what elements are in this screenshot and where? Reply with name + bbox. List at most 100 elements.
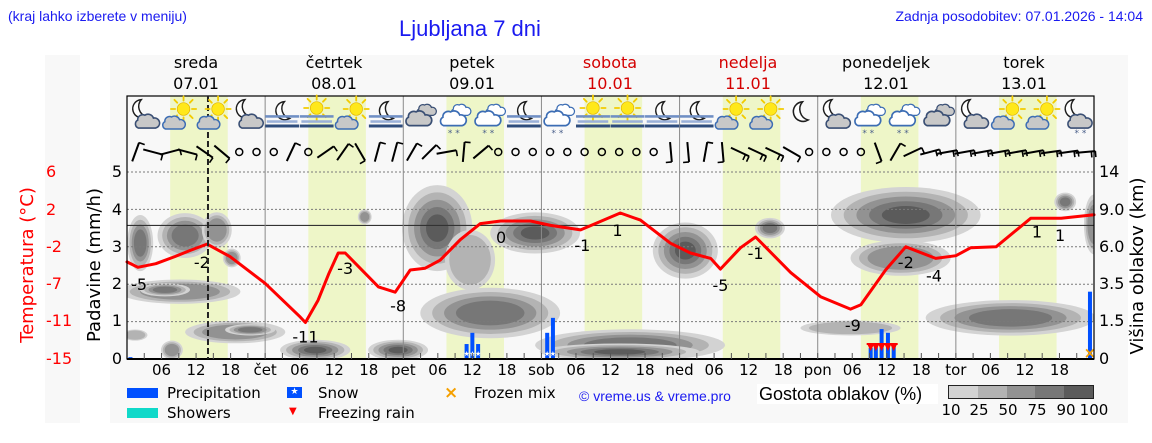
- snowflakes-icon: * *: [897, 129, 909, 139]
- wind-calm-icon: [632, 147, 641, 157]
- temperature-value-label: -2: [898, 253, 914, 272]
- wind-calm-icon: [252, 147, 261, 157]
- wind-calm-icon: [234, 147, 244, 157]
- legend-snow-label: Snow: [318, 384, 359, 402]
- temperature-tick: -2: [46, 237, 62, 256]
- wind-barb-icon: [765, 146, 785, 163]
- wind-calm-icon: [839, 147, 848, 157]
- temperature-value-label: -1: [574, 236, 590, 255]
- cloud-density-scale-label: 100: [1079, 401, 1109, 419]
- x-tick-label: pet: [390, 361, 416, 379]
- precipitation-bar: [470, 332, 475, 359]
- cloud-blob: [127, 330, 146, 340]
- wind-barb-icon: [373, 141, 386, 162]
- daylight-band: [584, 96, 643, 359]
- wind-barb-icon: [421, 144, 442, 160]
- cloud-snow-icon: * *: [543, 103, 576, 139]
- cloud-density-scale-label: 10: [941, 401, 961, 419]
- x-tick-label: 06: [566, 361, 586, 379]
- precipitation-bar: [464, 344, 469, 359]
- temperature-tick: -15: [46, 349, 73, 368]
- wind-calm-icon: [649, 147, 658, 157]
- day-header: torek 13.01: [955, 52, 1093, 94]
- wind-calm-icon: [856, 147, 866, 157]
- wind-barb-icon: [782, 146, 802, 163]
- day-name: petek: [449, 53, 495, 72]
- x-tick-label: 18: [221, 361, 241, 379]
- snow-icon: ★: [544, 350, 550, 358]
- freezing-rain-icon: [884, 344, 892, 351]
- wind-calm-icon: [804, 147, 814, 157]
- x-tick-label: 12: [877, 361, 897, 379]
- snowflakes-icon: * *: [862, 129, 874, 139]
- wind-barb-icon: [717, 141, 725, 164]
- location-hint: (kraj lahko izberete v meniju): [8, 8, 187, 24]
- day-header: sobota 10.01: [541, 52, 679, 94]
- wind-calm-icon: [528, 147, 538, 157]
- cloud-blob: [1059, 197, 1071, 207]
- cloud-blob: [206, 218, 227, 242]
- moon-fog-icon: [265, 100, 300, 128]
- snowflakes-icon: * *: [551, 129, 563, 139]
- wind-barb-icon: [873, 142, 883, 165]
- weather-icons-row: * * * * * * * * * * * *: [132, 94, 1093, 139]
- cloud-blob: [426, 214, 449, 242]
- day-date: 13.01: [1001, 74, 1047, 93]
- x-tick-label: 18: [497, 361, 517, 379]
- cloud-blob: [133, 229, 147, 257]
- cloud-snow-icon: * *: [888, 103, 921, 139]
- wind-calm-icon: [597, 147, 607, 157]
- snowflakes-icon: * *: [1075, 129, 1087, 139]
- temperature-tick: 2: [46, 200, 57, 219]
- precipitation-tick: 5: [111, 162, 122, 181]
- page-title: Ljubljana 7 dni: [399, 16, 541, 41]
- snowflakes-icon: * *: [448, 129, 460, 139]
- x-tick-label: 18: [911, 361, 931, 379]
- cloud-blob: [808, 321, 893, 335]
- wind-barb-icon: [406, 142, 423, 162]
- day-header: sreda 07.01: [127, 52, 265, 94]
- frozen-mix-icon: ×: [1084, 344, 1097, 362]
- cloud-blob: [881, 206, 930, 224]
- x-tick-label: 12: [462, 361, 482, 379]
- cloud-blob: [171, 224, 199, 247]
- cloud-blob: [360, 211, 370, 222]
- temperature-tick: 6: [46, 162, 57, 181]
- cloud-height-tick: 9.0: [1099, 200, 1125, 219]
- cloud-density-swatch: [1064, 386, 1093, 398]
- legend-precipitation-label: Precipitation: [167, 384, 261, 402]
- cloud-blob: [520, 226, 550, 240]
- legend-frozen-mix-label: Frozen mix: [474, 384, 556, 402]
- wind-barb-icon: [142, 148, 164, 161]
- freezing-rain-icon: [867, 344, 875, 351]
- x-tick-label: 12: [1015, 361, 1035, 379]
- temperature-value-label: 1: [1055, 226, 1065, 245]
- precipitation-bar: [476, 344, 481, 359]
- moon-cloud-icon: [960, 98, 990, 129]
- credit-link[interactable]: © vreme.us & vreme.pro: [579, 388, 731, 404]
- day-date: 11.01: [725, 74, 771, 93]
- cloud-icon: [405, 103, 438, 127]
- temperature-value-label: -5: [712, 276, 728, 295]
- x-axis-ticks: [143, 353, 1078, 359]
- day-name: četrtek: [305, 53, 363, 72]
- temperature-value-label: 1: [1032, 223, 1042, 242]
- precipitation-tick: 4: [111, 200, 122, 219]
- wind-barb-icon: [889, 142, 907, 162]
- day-header: petek 09.01: [403, 52, 541, 94]
- cloud-blob: [237, 327, 263, 333]
- x-tick-label: 06: [151, 361, 172, 379]
- day-name: torek: [1003, 53, 1045, 72]
- temperature-value-label: -9: [845, 316, 861, 335]
- wind-calm-icon: [563, 147, 572, 157]
- x-tick-label: čet: [253, 361, 277, 379]
- snow-icon: ★: [463, 350, 469, 358]
- wind-barb-icon: [285, 142, 302, 162]
- x-tick-label: 18: [359, 361, 379, 379]
- temperature-value-label: 1: [612, 221, 622, 240]
- day-date: 08.01: [311, 74, 357, 93]
- cloud-blob: [455, 300, 525, 326]
- precipitation-bar: [1087, 291, 1092, 359]
- cloud-density-scale-label: 90: [1056, 401, 1076, 419]
